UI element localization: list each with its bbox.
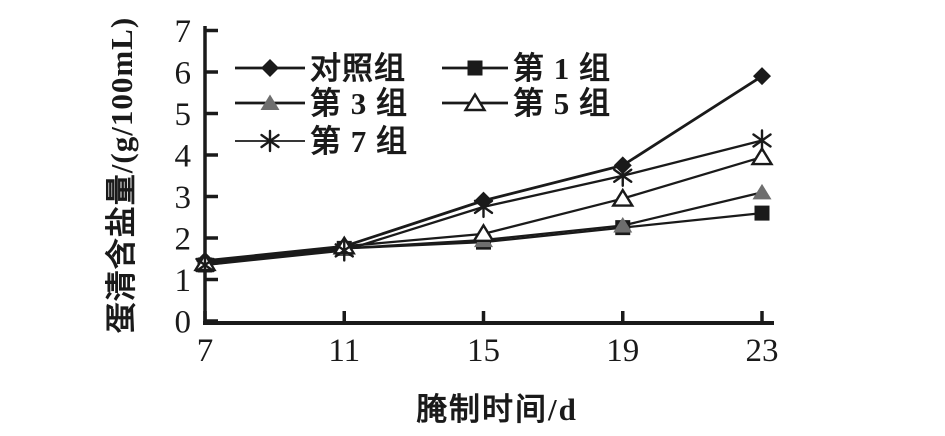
y-tick-label: 3 bbox=[175, 180, 192, 216]
marker-triangle-open bbox=[471, 223, 496, 243]
y-tick-label: 2 bbox=[175, 222, 192, 258]
x-tick-label: 19 bbox=[606, 333, 639, 369]
y-tick-label: 6 bbox=[175, 56, 192, 92]
marker-asterisk bbox=[195, 253, 215, 277]
y-tick-label: 0 bbox=[175, 305, 192, 341]
legend-marker-square bbox=[467, 60, 483, 76]
x-tick-label: 11 bbox=[328, 333, 360, 369]
legend-label: 第 5 组 bbox=[513, 86, 611, 121]
legend-label: 第 1 组 bbox=[513, 51, 611, 86]
legend-marker-triangle-filled bbox=[260, 94, 280, 110]
marker-asterisk bbox=[334, 239, 354, 262]
marker-asterisk bbox=[473, 195, 494, 219]
marker-triangle-filled bbox=[752, 183, 772, 200]
legend-label: 第 3 组 bbox=[310, 86, 408, 121]
legend-label: 第 7 组 bbox=[310, 124, 408, 159]
x-tick-label: 23 bbox=[746, 333, 779, 369]
x-tick-label: 15 bbox=[467, 333, 500, 369]
marker-triangle-open bbox=[611, 187, 635, 207]
legend-marker-asterisk bbox=[260, 129, 280, 153]
y-tick-label: 1 bbox=[175, 263, 192, 299]
marker-asterisk bbox=[752, 129, 772, 152]
x-tick-label: 7 bbox=[197, 333, 214, 369]
marker-asterisk bbox=[613, 164, 633, 187]
x-axis-title: 腌制时间/d bbox=[416, 392, 578, 427]
y-tick-label: 4 bbox=[175, 139, 192, 175]
y-tick-label: 5 bbox=[175, 97, 192, 133]
marker-triangle-filled bbox=[613, 217, 633, 233]
marker-diamond bbox=[753, 67, 771, 86]
legend-marker-triangle-open bbox=[463, 92, 487, 112]
y-tick-label: 7 bbox=[175, 14, 192, 50]
marker-triangle-open bbox=[750, 146, 774, 166]
y-axis-title: 蛋清含盐量/(g/100mL) bbox=[104, 16, 139, 334]
legend-marker-diamond bbox=[261, 59, 279, 77]
legend-label: 对照组 bbox=[310, 51, 406, 86]
marker-square bbox=[754, 205, 770, 221]
